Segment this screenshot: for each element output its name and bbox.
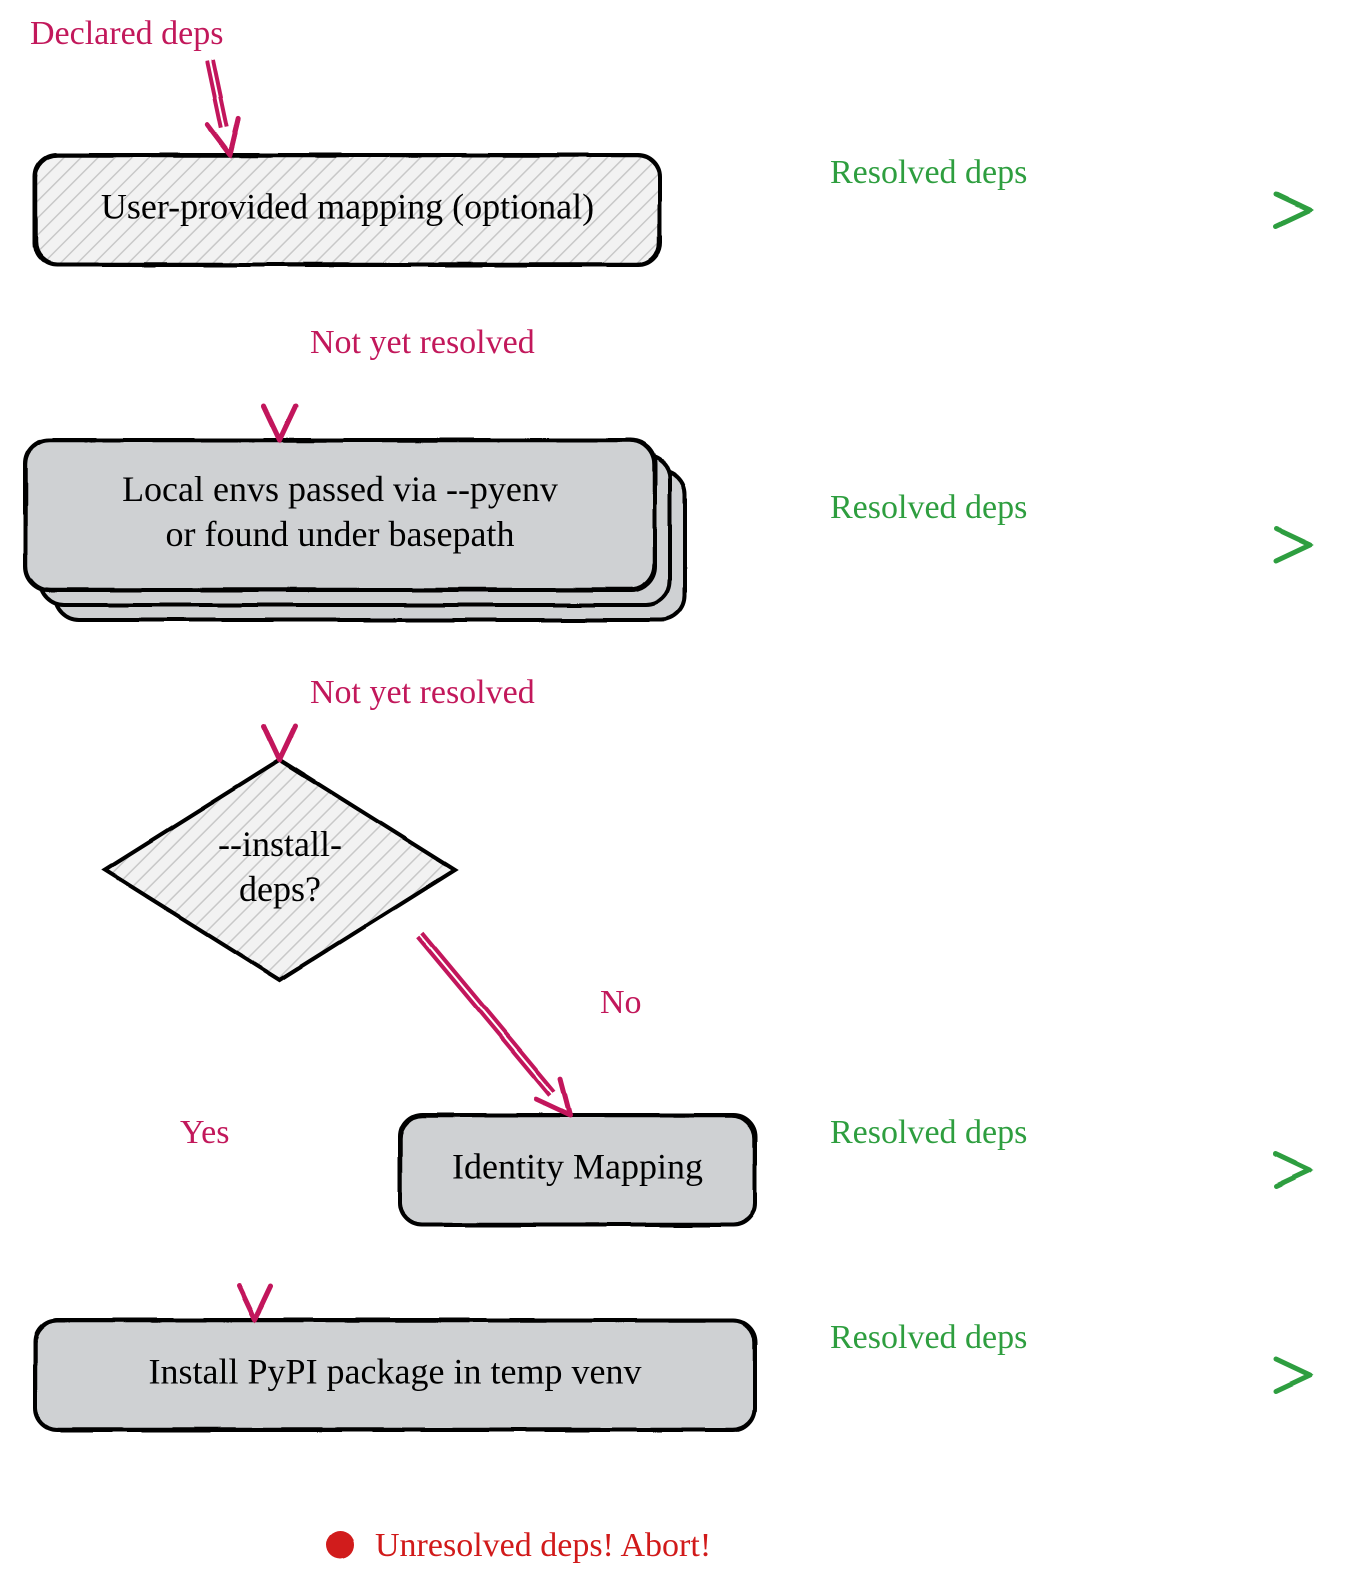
- edge-label-decision_no: No: [600, 984, 642, 1021]
- edge-resolved3: [755, 1154, 1310, 1186]
- node-label: Identity Mapping: [452, 1146, 703, 1186]
- edge-abort: [326, 1430, 354, 1559]
- node-label: Install PyPI package in temp venv: [149, 1351, 642, 1391]
- node-identity: Identity Mapping: [400, 1115, 755, 1225]
- node-install-pypi: Install PyPI package in temp venv: [35, 1320, 755, 1430]
- edge-decision_yes: [239, 975, 271, 1320]
- edge-resolved4: [755, 1359, 1310, 1391]
- edge-label-resolved1: Resolved deps: [830, 154, 1027, 191]
- node-label: or found under basepath: [166, 514, 515, 554]
- edge-resolved1: [660, 194, 1310, 226]
- edge-declared: [207, 59, 239, 155]
- node-label: Local envs passed via --pyenv: [122, 469, 558, 509]
- node-user-mapping: User-provided mapping (optional): [35, 155, 660, 265]
- node-decision: --install-deps?: [105, 760, 455, 980]
- edge-label-declared: Declared deps: [30, 15, 224, 52]
- node-label: deps?: [239, 869, 321, 909]
- edge-decision_no: [418, 933, 570, 1115]
- flowchart-canvas: User-provided mapping (optional) Local en…: [0, 0, 1360, 1595]
- edge-label-resolved3: Resolved deps: [830, 1114, 1027, 1151]
- edge-label-not_resolved1: Not yet resolved: [310, 324, 535, 361]
- edge-not_resolved1: [264, 265, 296, 440]
- edge-label-abort: Unresolved deps! Abort!: [375, 1527, 711, 1564]
- node-label: User-provided mapping (optional): [101, 186, 594, 226]
- edge-label-decision_yes: Yes: [180, 1114, 229, 1151]
- edge-label-not_resolved2: Not yet resolved: [310, 674, 535, 711]
- node-label: --install-: [218, 824, 342, 864]
- edge-not_resolved2: [264, 620, 296, 760]
- edge-label-resolved2: Resolved deps: [830, 489, 1027, 526]
- edge-resolved2: [685, 529, 1310, 561]
- node-local-envs: Local envs passed via --pyenv or found un…: [25, 440, 685, 620]
- edge-label-resolved4: Resolved deps: [830, 1319, 1027, 1356]
